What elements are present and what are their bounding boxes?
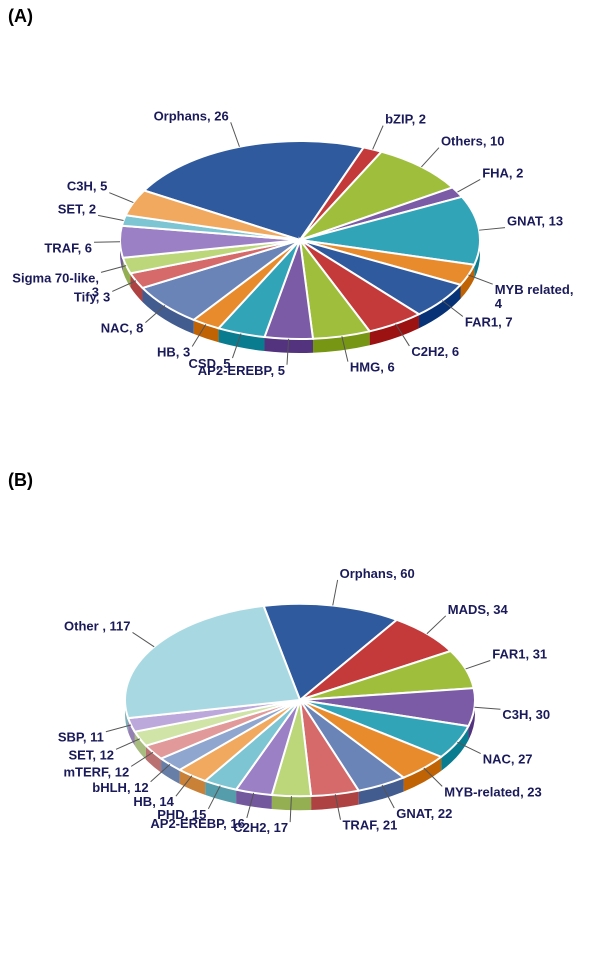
chart-b-label-11: HB, 14 <box>133 794 174 809</box>
chart-b-label-6: GNAT, 22 <box>396 806 452 821</box>
chart-b-label-2: FAR1, 31 <box>492 647 547 662</box>
chart-a-leader-0 <box>231 122 240 146</box>
chart-b-label-15: SBP, 11 <box>58 730 104 745</box>
chart-a-leader-17 <box>109 193 133 203</box>
chart-a-label-10: CSD, 5 <box>189 356 231 371</box>
chart-b-label-4: NAC, 27 <box>483 752 533 767</box>
chart-b-label-12: bHLH, 12 <box>92 780 148 795</box>
chart-a-leader-16 <box>98 215 123 220</box>
chart-a-label-4: GNAT, 13 <box>507 214 563 229</box>
panel-b-label: (B) <box>8 470 33 491</box>
chart-b-leader-3 <box>475 707 501 709</box>
chart-a-label-3: FHA, 2 <box>482 165 523 180</box>
chart-b-group: Orphans, 60 MADS, 34 FAR1, 31 C3H, 30 NAC, 2… <box>58 566 550 835</box>
chart-a-leader-1 <box>373 126 383 150</box>
panel-a-label: (A) <box>8 6 33 27</box>
chart-a-label-16: SET, 2 <box>58 201 96 216</box>
chart-a-label-2: Others, 10 <box>441 134 505 149</box>
chart-a-leader-4 <box>479 228 505 231</box>
chart-a-label-5: MYB related,4 <box>495 282 574 311</box>
chart-a-leader-2 <box>421 148 439 167</box>
chart-a-label-6: FAR1, 7 <box>465 315 513 330</box>
chart-a-label-1: bZIP, 2 <box>385 112 426 127</box>
chart-b-label-7: TRAF, 21 <box>342 818 397 833</box>
chart-a-label-8: HMG, 6 <box>350 360 395 375</box>
chart-b-label-13: mTERF, 12 <box>63 764 129 779</box>
chart-b-leader-0 <box>333 580 338 606</box>
chart-a-label-0: Orphans, 26 <box>154 108 229 123</box>
chart-b-label-3: C3H, 30 <box>502 707 550 722</box>
chart-a-leader-3 <box>457 179 480 192</box>
chart-a-label-7: C2H2, 6 <box>411 344 459 359</box>
chart-a-label-17: C3H, 5 <box>67 179 107 194</box>
chart-b-leader-1 <box>427 616 446 634</box>
chart-b-label-1: MADS, 34 <box>448 602 509 617</box>
chart-a-label-12: NAC, 8 <box>101 321 144 336</box>
chart-a-label-15: TRAF, 6 <box>44 240 92 255</box>
chart-b-label-14: SET, 12 <box>69 747 115 762</box>
chart-b-label-16: Other , 117 <box>64 618 130 633</box>
charts-svg: Orphans, 26 bZIP, 2 Others, 10 FHA, 2 GNAT, … <box>0 0 600 958</box>
chart-b-leader-2 <box>466 661 491 669</box>
chart-b-leader-16 <box>133 632 155 646</box>
chart-a-label-11: HB, 3 <box>157 345 190 360</box>
chart-b-label-5: MYB-related, 23 <box>444 784 542 799</box>
chart-b-label-0: Orphans, 60 <box>340 566 415 581</box>
chart-a-group: Orphans, 26 bZIP, 2 Others, 10 FHA, 2 GNAT, … <box>12 108 573 377</box>
